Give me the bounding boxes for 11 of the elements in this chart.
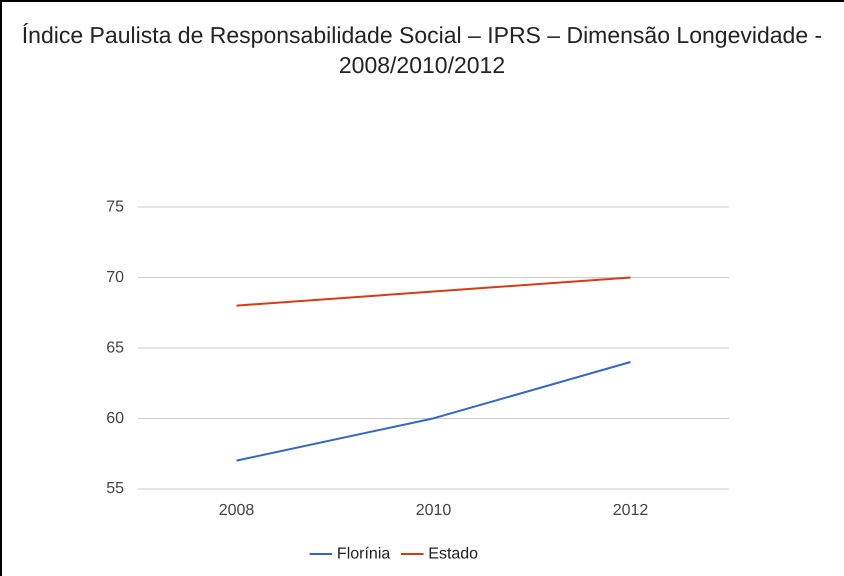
chart-title: Índice Paulista de Responsabilidade Social – IPRS – Dimensão Longevidade - 2008/2010/2012 [20, 21, 824, 80]
x-tick-label: 2012 [612, 502, 648, 519]
legend-label: Estado [428, 545, 478, 562]
x-tick-label: 2010 [416, 502, 452, 519]
y-tick-label: 55 [106, 480, 124, 498]
y-tick-label: 75 [106, 198, 124, 216]
x-tick-label: 2008 [218, 502, 254, 519]
legend-label: Florínia [336, 545, 390, 562]
y-tick-label: 70 [106, 268, 124, 286]
y-tick-label: 60 [106, 410, 124, 427]
y-tick-label: 65 [106, 339, 124, 356]
